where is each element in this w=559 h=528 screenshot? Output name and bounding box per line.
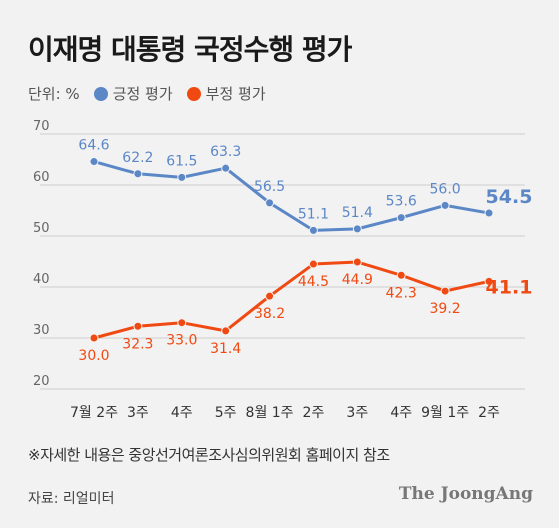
legend-item-negative: 부정 평가: [186, 83, 266, 104]
legend-swatch-negative: [186, 86, 201, 101]
x-tick-label: 9월 1주: [421, 405, 469, 421]
data-point: [484, 276, 494, 286]
data-point: [89, 333, 99, 343]
series-line-negative: [93, 260, 490, 340]
data-point: [177, 172, 187, 182]
data-point: [265, 198, 275, 208]
data-point: [352, 257, 362, 267]
data-point: [396, 213, 406, 223]
data-label: 51.4: [342, 205, 373, 221]
data-label: 56.5: [254, 179, 285, 195]
data-label: 62.2: [122, 150, 153, 166]
data-label: 54.5: [486, 186, 533, 208]
data-point: [221, 163, 231, 173]
data-label: 44.5: [298, 274, 329, 290]
data-label: 32.3: [122, 336, 153, 352]
y-tick-label: 30: [33, 323, 50, 338]
y-tick-label: 20: [33, 374, 50, 389]
y-tick-label: 50: [33, 221, 50, 236]
data-label: 64.6: [78, 138, 109, 154]
legend-item-positive: 긍정 평가: [93, 83, 173, 104]
x-tick-label: 5주: [215, 405, 237, 421]
data-point: [177, 318, 187, 328]
data-point: [352, 224, 362, 234]
legend-swatch-positive: [93, 86, 108, 101]
x-tick-label: 3주: [127, 405, 149, 421]
data-point: [440, 200, 450, 210]
footnote: ※자세한 내용은 중앙선거여론조사심의위원회 홈페이지 참조: [28, 446, 390, 464]
data-point: [308, 225, 318, 235]
data-label: 56.0: [430, 181, 461, 197]
data-label: 44.9: [342, 272, 373, 288]
data-label: 51.1: [298, 206, 329, 222]
x-tick-label: 2주: [478, 405, 500, 421]
y-tick-label: 70: [33, 119, 50, 134]
data-label: 38.2: [254, 306, 285, 322]
x-tick-label: 4주: [171, 405, 193, 421]
data-label: 61.5: [166, 153, 197, 169]
data-point: [265, 291, 275, 301]
y-tick-label: 60: [33, 170, 50, 185]
data-label: 33.0: [166, 333, 197, 349]
data-label: 31.4: [210, 341, 241, 357]
data-point: [221, 326, 231, 336]
legend: 단위: % 긍정 평가 부정 평가: [28, 83, 266, 104]
brand-logo: The JoongAng: [398, 484, 533, 504]
data-label: 42.3: [386, 285, 417, 301]
x-tick-label: 8월 1주: [246, 405, 294, 421]
x-tick-label: 4주: [390, 405, 412, 421]
data-label: 39.2: [430, 301, 461, 317]
legend-label-positive: 긍정 평가: [112, 85, 173, 103]
data-label: 30.0: [78, 348, 109, 364]
data-label: 41.1: [486, 276, 533, 298]
series-line-positive: [93, 160, 490, 232]
source-label: 자료: 리얼미터: [28, 491, 115, 507]
unit-label: 단위: %: [28, 85, 80, 103]
x-tick-label: 3주: [346, 405, 368, 421]
data-point: [484, 208, 494, 218]
chart-title: 이재명 대통령 국정수행 평가: [28, 33, 352, 66]
x-tick-label: 2주: [303, 405, 325, 421]
data-point: [89, 157, 99, 167]
x-tick-label: 7월 2주: [70, 405, 118, 421]
legend-label-negative: 부정 평가: [205, 85, 266, 103]
data-label: 53.6: [386, 194, 417, 210]
data-point: [133, 321, 143, 331]
y-tick-label: 40: [33, 272, 50, 287]
data-point: [133, 169, 143, 179]
data-label: 63.3: [210, 144, 241, 160]
data-point: [440, 286, 450, 296]
data-point: [396, 270, 406, 280]
data-point: [308, 259, 318, 269]
